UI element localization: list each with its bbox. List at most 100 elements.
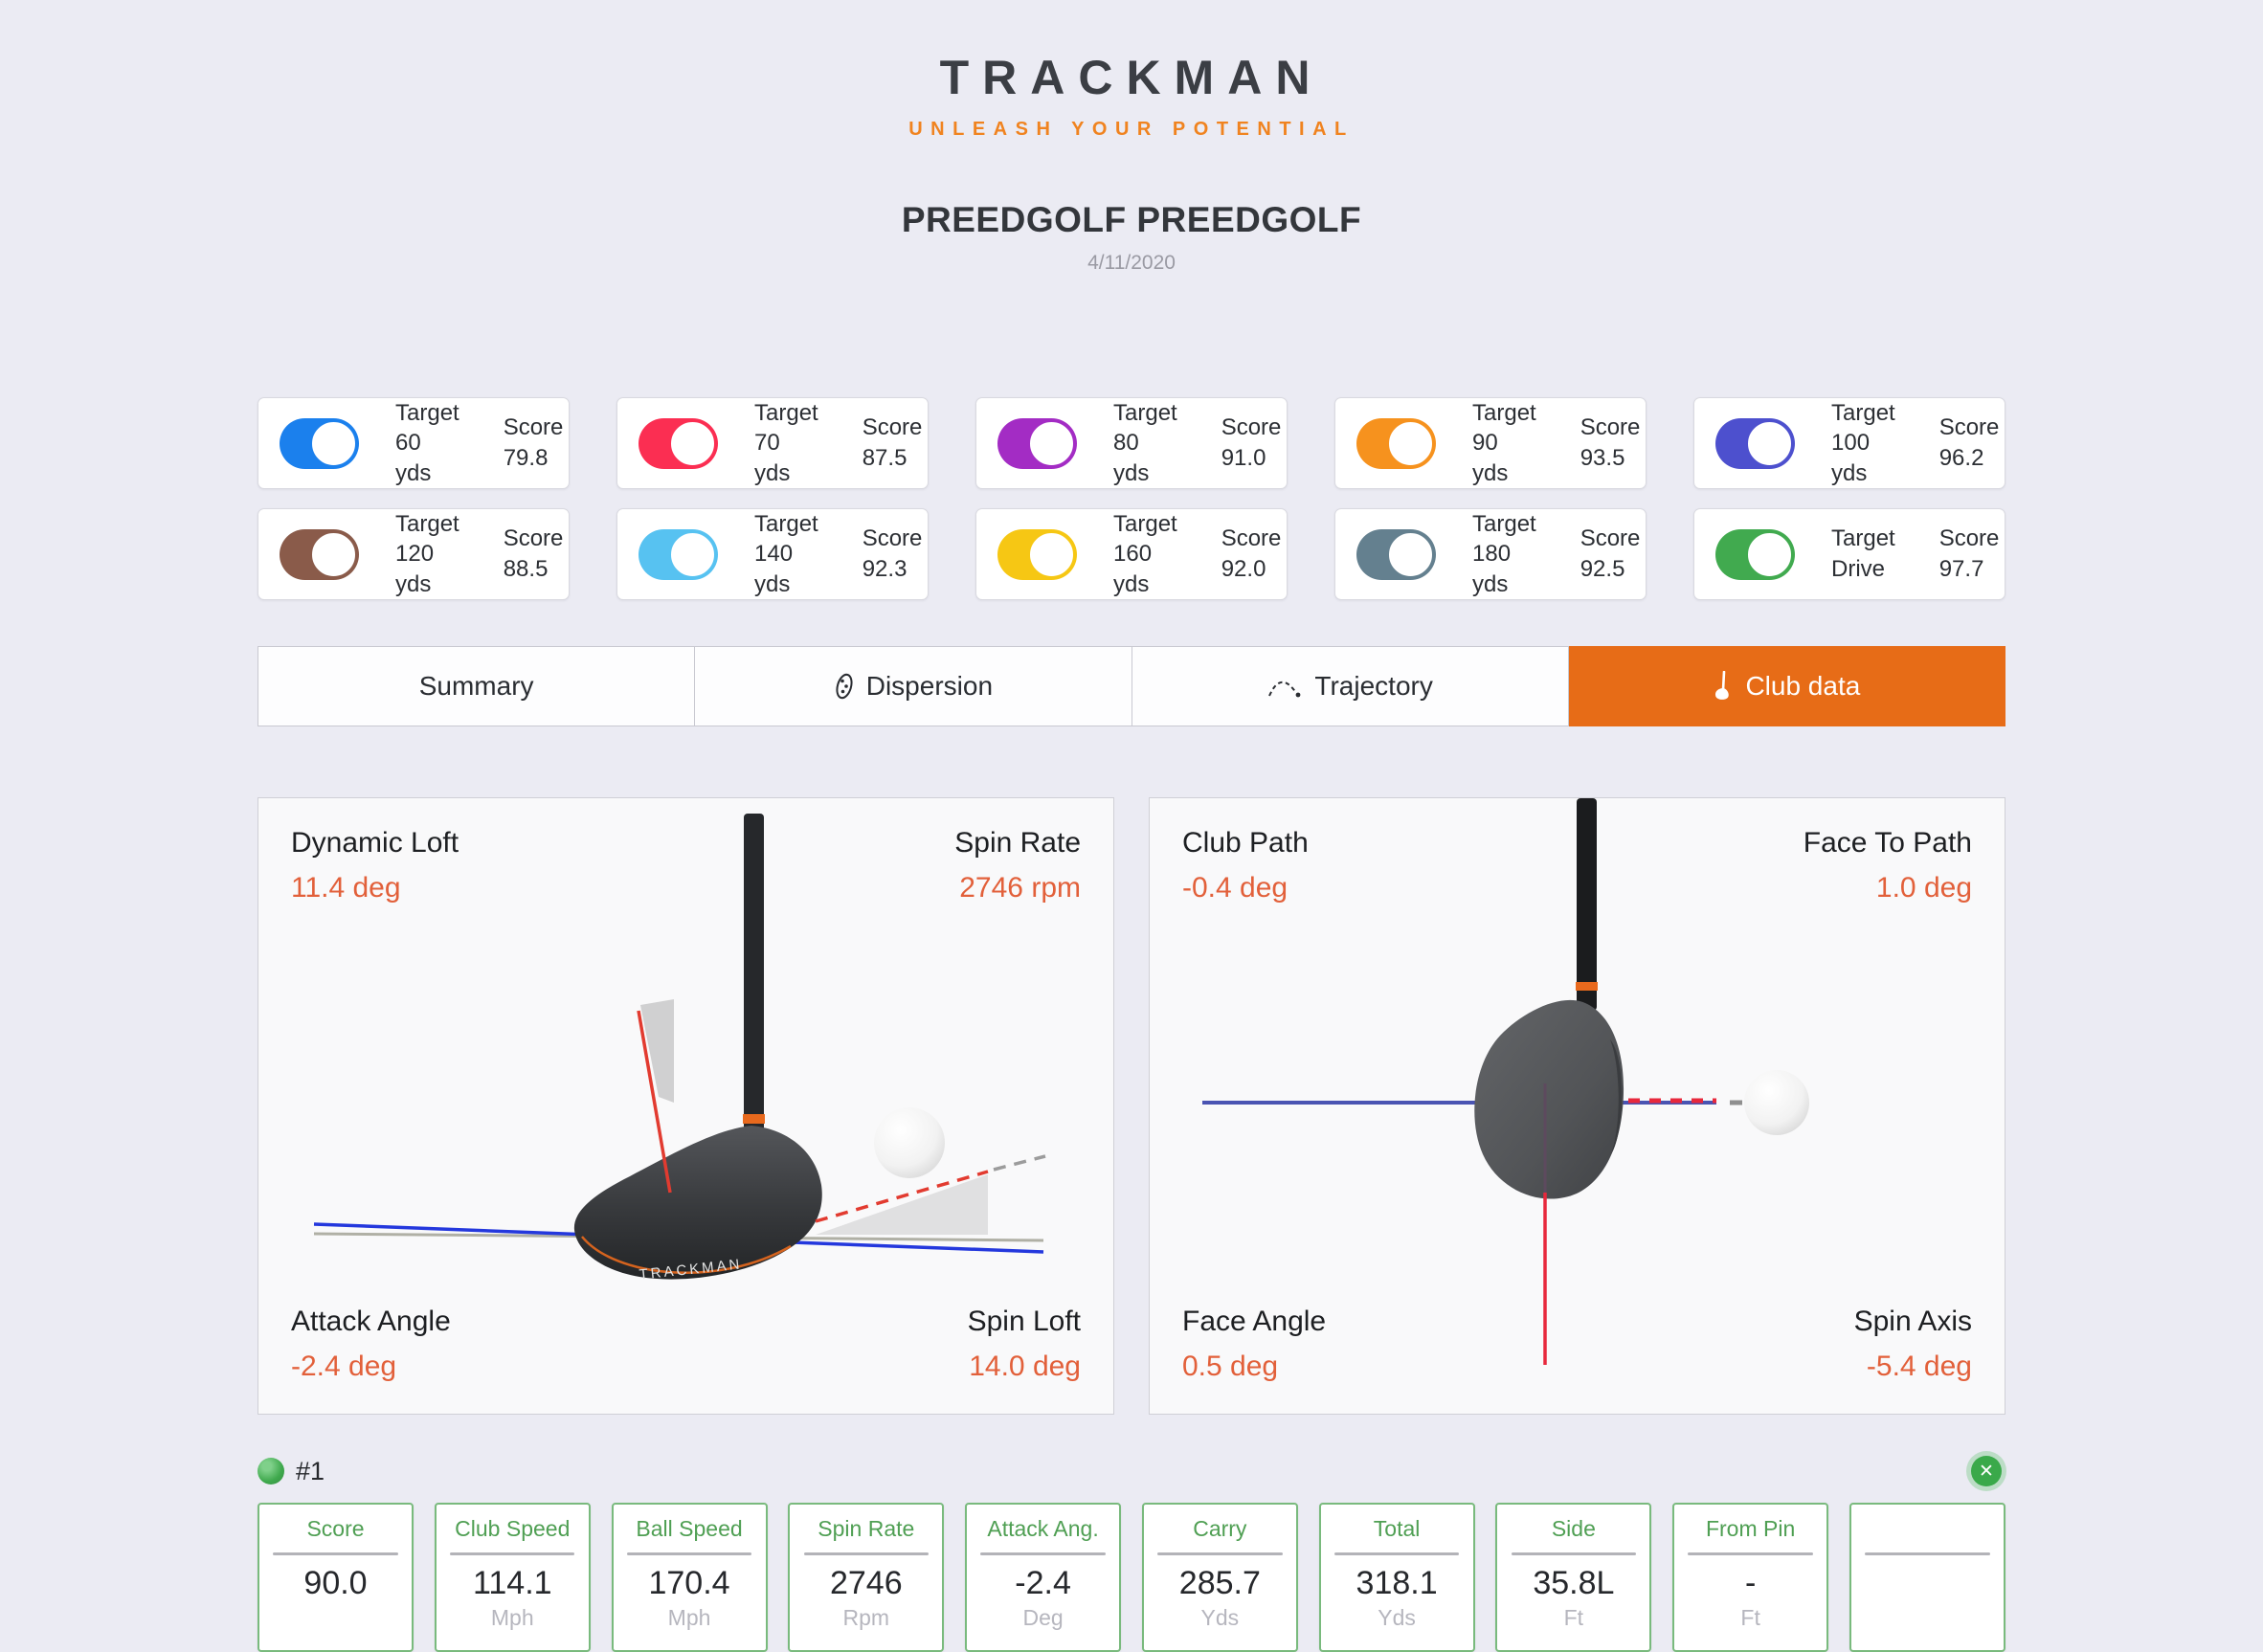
target-col: Target 160 yds: [1113, 509, 1177, 600]
score-value: 96.2: [1938, 445, 1984, 471]
club-top-view-illustration: [1202, 798, 1809, 1365]
toggle-knob: [669, 530, 716, 578]
divider: [450, 1552, 575, 1555]
score-col: Score 96.2: [1939, 413, 2000, 473]
target-value: 120 yds: [395, 541, 435, 597]
metric-card-ball-speed: Ball Speed 170.4 Mph: [611, 1503, 768, 1652]
metric-attack-angle: Attack Angle -2.4 deg: [291, 1306, 451, 1382]
score-value: 97.7: [1938, 556, 1984, 582]
toggle-knob: [1028, 530, 1075, 578]
toggle-knob: [1387, 419, 1434, 467]
target-col: Target 120 yds: [395, 509, 459, 600]
divider: [1865, 1552, 1990, 1555]
target-col: Target 140 yds: [754, 509, 818, 600]
score-col: Score 79.8: [504, 413, 564, 473]
target-value: 180 yds: [1472, 541, 1512, 597]
metric-spin-rate: Spin Rate 2746 rpm: [954, 827, 1081, 904]
target-toggle-80yds[interactable]: [997, 417, 1077, 469]
toggle-knob: [1746, 530, 1793, 578]
divider: [1688, 1552, 1813, 1555]
metric-card-club-speed: Club Speed 114.1 Mph: [434, 1503, 591, 1652]
target-col: Target 70 yds: [754, 398, 818, 489]
score-col: Score 91.0: [1221, 413, 1282, 473]
score-col: Score 92.0: [1221, 524, 1282, 584]
trajectory-icon: [1266, 674, 1303, 699]
target-value: Drive: [1831, 556, 1886, 582]
target-toggle-180yds[interactable]: [1356, 528, 1436, 580]
target-toggle-drive[interactable]: [1715, 528, 1795, 580]
divider: [273, 1552, 398, 1555]
brand-tagline: UNLEASH YOUR POTENTIAL: [908, 119, 1355, 140]
target-toggle-160yds[interactable]: [997, 528, 1077, 580]
club-side-view-illustration: TRACKMAN: [313, 814, 1046, 1284]
toggle-knob: [310, 419, 357, 467]
trackman-logo: TRACKMAN: [939, 51, 1324, 104]
metric-spin-axis: Spin Axis -5.4 deg: [1853, 1306, 1972, 1382]
metric-card-score: Score 90.0: [258, 1503, 414, 1652]
tab-trajectory[interactable]: Trajectory: [1132, 646, 1569, 726]
target-col: Target 80 yds: [1113, 398, 1177, 489]
tab-summary[interactable]: Summary: [258, 646, 696, 726]
score-col: Score 92.5: [1580, 524, 1641, 584]
target-card-90yds: Target 90 yds Score 93.5: [1334, 397, 1647, 489]
divider: [1157, 1552, 1283, 1555]
target-card-drive: Target Drive Score 97.7: [1693, 508, 2005, 600]
metric-card-spin-rate: Spin Rate 2746 Rpm: [788, 1503, 945, 1652]
toggle-knob: [669, 419, 716, 467]
target-toggle-90yds[interactable]: [1356, 417, 1436, 469]
target-toggle-60yds[interactable]: [280, 417, 359, 469]
tab-dispersion[interactable]: Dispersion: [695, 646, 1132, 726]
shot-id: #1: [258, 1457, 325, 1486]
club-data-panels: TRACKMAN Dynamic Loft 11.4 deg Spin Rate…: [258, 797, 2005, 1415]
metric-face-to-path: Face To Path 1.0 deg: [1803, 827, 1972, 904]
score-value: 92.5: [1580, 556, 1625, 582]
target-value: 80 yds: [1113, 430, 1150, 486]
target-col: Target 100 yds: [1831, 398, 1895, 489]
metric-club-path: Club Path -0.4 deg: [1182, 827, 1309, 904]
metric-card-empty: [1848, 1503, 2005, 1652]
target-value: 100 yds: [1831, 430, 1871, 486]
club-icon: [1713, 671, 1734, 702]
divider: [1511, 1552, 1637, 1555]
target-card-140yds: Target 140 yds Score 92.3: [616, 508, 929, 600]
target-col: Target 180 yds: [1472, 509, 1536, 600]
metric-face-angle: Face Angle 0.5 deg: [1182, 1306, 1327, 1382]
score-value: 91.0: [1221, 445, 1266, 471]
divider: [980, 1552, 1106, 1555]
loft-panel: TRACKMAN Dynamic Loft 11.4 deg Spin Rate…: [258, 797, 1114, 1415]
score-col: Score 88.5: [504, 524, 564, 584]
metric-card-attack-angle: Attack Ang. -2.4 Deg: [965, 1503, 1122, 1652]
metric-spin-loft: Spin Loft 14.0 deg: [967, 1306, 1081, 1382]
toggle-knob: [1746, 419, 1793, 467]
score-value: 87.5: [862, 445, 907, 471]
close-shot-button[interactable]: ✕: [1971, 1456, 2002, 1486]
target-toggle-140yds[interactable]: [639, 528, 718, 580]
divider: [1333, 1552, 1460, 1555]
metric-card-side: Side 35.8L Ft: [1495, 1503, 1652, 1652]
toggle-knob: [1028, 419, 1075, 467]
tab-club-data[interactable]: Club data: [1568, 646, 2005, 726]
shot-header-row: #1 ✕: [258, 1453, 2005, 1489]
target-toggle-100yds[interactable]: [1715, 417, 1795, 469]
dispersion-icon: [834, 672, 855, 701]
shot-metrics-row: Score 90.0 Club Speed 114.1 Mph Ball Spee…: [258, 1503, 2005, 1652]
session-date: 4/11/2020: [1087, 252, 1176, 274]
metric-card-total: Total 318.1 Yds: [1318, 1503, 1475, 1652]
target-toggle-70yds[interactable]: [639, 417, 718, 469]
divider: [803, 1552, 929, 1555]
view-tabs: Summary Dispersion Trajectory: [258, 646, 2005, 726]
brand-header: TRACKMAN UNLEASH YOUR POTENTIAL: [258, 0, 2005, 141]
target-value: 160 yds: [1113, 541, 1153, 597]
score-value: 79.8: [503, 445, 549, 471]
target-card-80yds: Target 80 yds Score 91.0: [975, 397, 1288, 489]
target-card-160yds: Target 160 yds Score 92.0: [975, 508, 1288, 600]
toggle-knob: [310, 530, 357, 578]
target-col: Target 90 yds: [1472, 398, 1536, 489]
tab-label: Trajectory: [1314, 671, 1433, 701]
target-value: 90 yds: [1472, 430, 1509, 486]
target-toggle-120yds[interactable]: [280, 528, 359, 580]
golf-ball-icon: [258, 1458, 284, 1485]
player-name: PREEDGOLF PREEDGOLF: [901, 200, 1362, 239]
toggle-knob: [1387, 530, 1434, 578]
target-card-120yds: Target 120 yds Score 88.5: [258, 508, 570, 600]
